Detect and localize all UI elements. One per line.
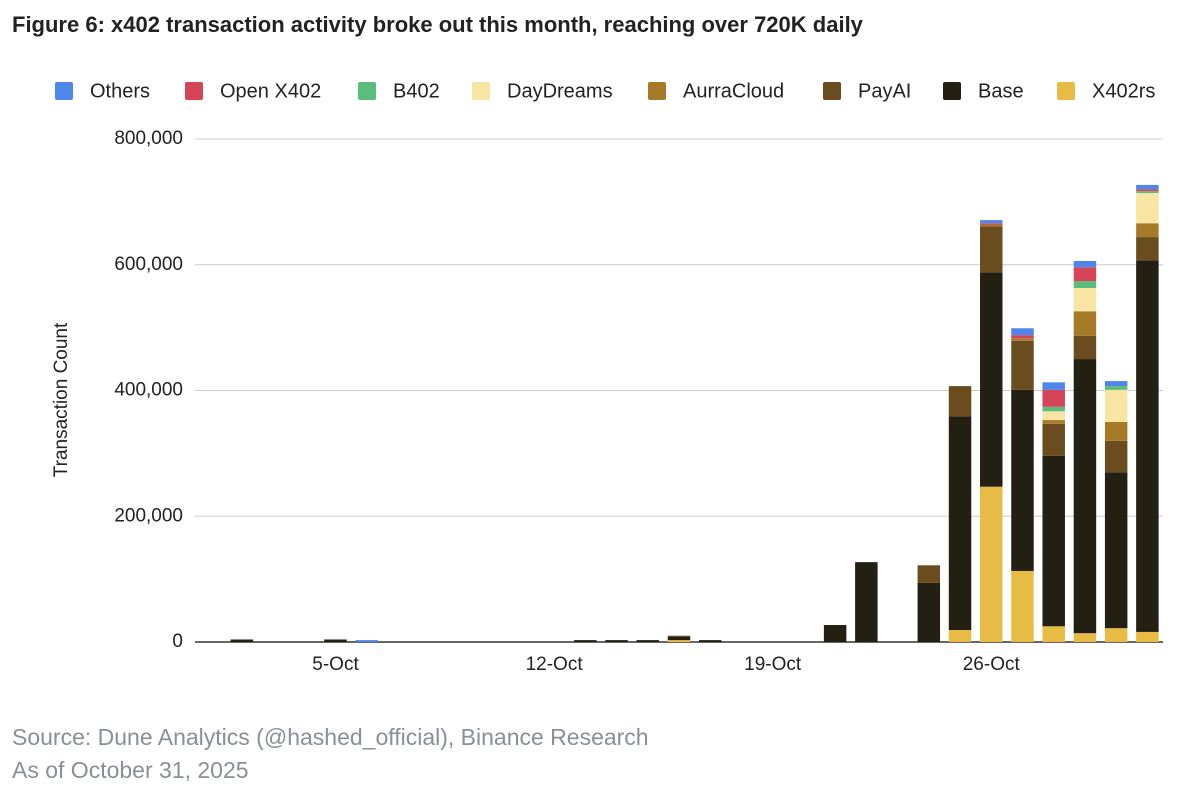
bar-segment <box>1104 440 1128 473</box>
bar-segment <box>1011 340 1034 390</box>
chart-title: Figure 6: x402 transaction activity brok… <box>12 12 864 37</box>
bar-segment <box>948 630 972 642</box>
bar-segment <box>980 223 1003 225</box>
bar-segment <box>1011 338 1034 341</box>
bar-segment <box>1073 288 1097 312</box>
bar-segment <box>1104 472 1128 629</box>
bar-segment <box>324 639 347 642</box>
bar-segment <box>667 640 691 642</box>
x-tick-label: 12-Oct <box>526 654 584 675</box>
bar-segment <box>230 639 254 642</box>
legend-swatch <box>472 82 490 100</box>
legend-swatch <box>55 82 73 100</box>
bar-segment <box>355 640 378 642</box>
bar-segment <box>1042 389 1065 407</box>
legend-swatch <box>823 82 841 100</box>
bar-segment <box>1136 191 1159 194</box>
source: Source: Dune Analytics (@hashed_official… <box>12 724 649 750</box>
x-tick-label: 26-Oct <box>963 654 1021 675</box>
y-axis-label: Transaction Count <box>51 322 72 477</box>
legend-swatch <box>943 82 961 100</box>
bar-segment <box>980 220 1003 224</box>
legend-swatch <box>1057 82 1075 100</box>
legend-label: B402 <box>393 80 440 102</box>
bar-segment <box>980 272 1003 487</box>
bar-segment <box>1042 423 1065 456</box>
x-tick-label: 5-Oct <box>312 654 359 675</box>
bar-segment <box>823 625 847 642</box>
bar-segment <box>1073 281 1097 289</box>
bar-segment <box>948 386 972 417</box>
x-tick-label: 19-Oct <box>744 654 802 675</box>
bar-segment <box>698 640 722 642</box>
legend-label: DayDreams <box>507 80 613 102</box>
bar-segment <box>1104 421 1128 441</box>
bar-segment <box>1104 628 1128 642</box>
legend-label: PayAI <box>858 80 911 102</box>
bar-segment <box>1042 382 1065 390</box>
bar-segment <box>1104 389 1128 422</box>
y-tick-label: 200,000 <box>114 505 183 526</box>
legend-swatch <box>185 82 203 100</box>
legend-label: Base <box>978 80 1024 102</box>
bar-segment <box>1042 411 1065 421</box>
bar-segment <box>855 562 878 642</box>
bar-segment <box>1136 260 1159 632</box>
y-tick-label: 0 <box>172 631 183 652</box>
bar-segment <box>1011 328 1034 336</box>
bar-segment <box>667 636 691 641</box>
bar-segment <box>667 635 691 637</box>
bar-segment <box>917 582 941 642</box>
bar-segment <box>605 640 628 642</box>
legend-label: Others <box>90 80 150 102</box>
bar-segment <box>1136 184 1159 190</box>
bar-segment <box>980 224 1003 227</box>
y-tick-label: 600,000 <box>114 254 183 275</box>
bar-segment <box>1136 631 1159 642</box>
bar-segment <box>1042 420 1065 424</box>
bar-segment <box>636 640 660 642</box>
bar-segment <box>917 565 941 583</box>
bar-segment <box>1073 267 1097 282</box>
bar-segment <box>1073 359 1097 634</box>
bar-segment <box>1104 386 1128 390</box>
bar-segment <box>1073 260 1097 268</box>
y-tick-label: 400,000 <box>114 380 183 401</box>
legend-swatch <box>358 82 376 100</box>
bar-segment <box>1042 455 1065 627</box>
bar-segment <box>1073 633 1097 642</box>
bar-segment <box>1073 335 1097 360</box>
bar-segment <box>980 226 1003 273</box>
note: As of October 31, 2025 <box>12 757 249 783</box>
legend-swatch <box>648 82 666 100</box>
bar-segment <box>1136 223 1159 238</box>
legend-label: X402rs <box>1092 80 1155 102</box>
bar-segment <box>1073 311 1097 336</box>
bar-segment <box>1104 381 1128 387</box>
bar-segment <box>1011 335 1034 339</box>
bar-segment <box>1011 389 1034 571</box>
bar-segment <box>1136 193 1159 224</box>
legend-label: Open X402 <box>220 80 321 102</box>
bar-segment <box>1136 189 1159 192</box>
bar-segment <box>980 486 1003 642</box>
y-tick-label: 800,000 <box>114 128 183 149</box>
bar-segment <box>574 640 597 642</box>
bar-segment <box>1011 570 1034 642</box>
bar-segment <box>1042 406 1065 412</box>
bar-segment <box>948 416 972 631</box>
bar-segment <box>1136 237 1159 261</box>
bar-segment <box>1042 626 1065 642</box>
legend-label: AurraCloud <box>683 80 784 102</box>
